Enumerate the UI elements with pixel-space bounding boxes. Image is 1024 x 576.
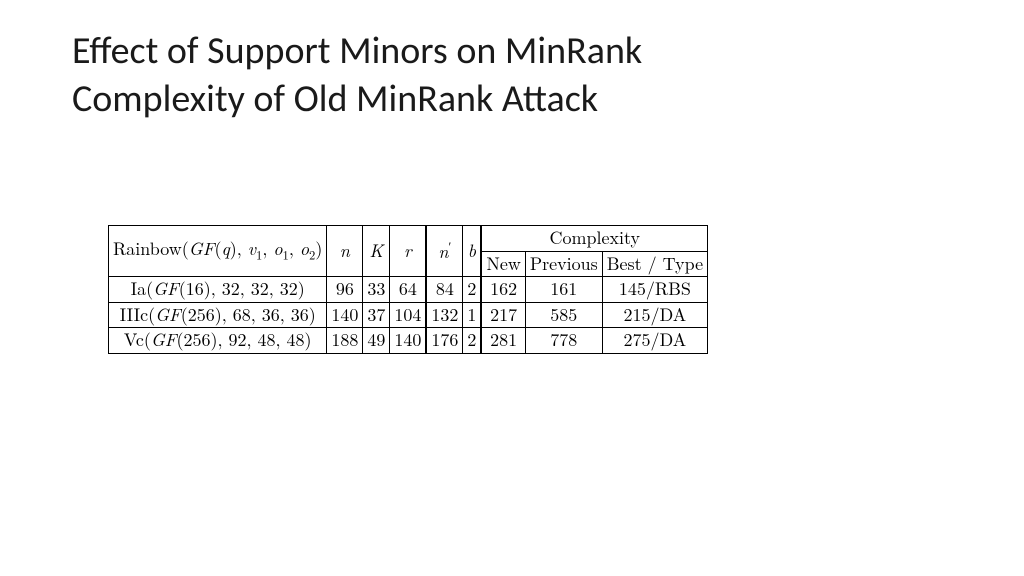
title-line-1: Effect of Support Minors on MinRank [72, 28, 642, 74]
cell-n: 96 [327, 277, 363, 303]
cell-prev: 778 [525, 328, 602, 354]
complexity-table: Rainbow(GF(q), v1, o1, o2) n K r n′ b Co… [108, 225, 708, 354]
cell-best: 275/DA [602, 328, 707, 354]
col-best: Best / Type [602, 251, 707, 277]
cell-prev: 585 [525, 302, 602, 328]
cell-n: 140 [327, 302, 363, 328]
cell-r: 104 [390, 302, 426, 328]
page-title: Effect of Support Minors on MinRank Comp… [72, 28, 642, 123]
cell-prev: 161 [525, 277, 602, 303]
cell-b: 1 [463, 302, 481, 328]
col-b: b [463, 226, 481, 277]
cell-new: 162 [482, 277, 526, 303]
cell-param: IIIc(GF(256), 68, 36, 36) [109, 302, 327, 328]
cell-K: 49 [363, 328, 390, 354]
cell-K: 37 [363, 302, 390, 328]
col-nprime: n′ [427, 226, 463, 277]
cell-np: 84 [427, 277, 463, 303]
col-prev: Previous [525, 251, 602, 277]
cell-best: 215/DA [602, 302, 707, 328]
cell-r: 64 [390, 277, 426, 303]
title-line-2: Complexity of Old MinRank Attack [72, 76, 598, 122]
cell-np: 132 [427, 302, 463, 328]
cell-param: Vc(GF(256), 92, 48, 48) [109, 328, 327, 354]
cell-K: 33 [363, 277, 390, 303]
table-header-row-1: Rainbow(GF(q), v1, o1, o2) n K r n′ b Co… [109, 226, 708, 252]
cell-np: 176 [427, 328, 463, 354]
table: Rainbow(GF(q), v1, o1, o2) n K r n′ b Co… [108, 225, 708, 354]
cell-best: 145/RBS [602, 277, 707, 303]
cell-b: 2 [463, 328, 481, 354]
cell-b: 2 [463, 277, 481, 303]
cell-r: 140 [390, 328, 426, 354]
col-n: n [327, 226, 363, 277]
col-K: K [363, 226, 390, 277]
col-params: Rainbow(GF(q), v1, o1, o2) [109, 226, 327, 277]
col-new: New [482, 251, 526, 277]
col-r: r [390, 226, 426, 277]
table-row: Ia(GF(16), 32, 32, 32) 96 33 64 84 2 162… [109, 277, 708, 303]
col-complexity: Complexity [482, 226, 708, 252]
cell-new: 217 [482, 302, 526, 328]
table-row: Vc(GF(256), 92, 48, 48) 188 49 140 176 2… [109, 328, 708, 354]
cell-n: 188 [327, 328, 363, 354]
cell-new: 281 [482, 328, 526, 354]
table-row: IIIc(GF(256), 68, 36, 36) 140 37 104 132… [109, 302, 708, 328]
cell-param: Ia(GF(16), 32, 32, 32) [109, 277, 327, 303]
